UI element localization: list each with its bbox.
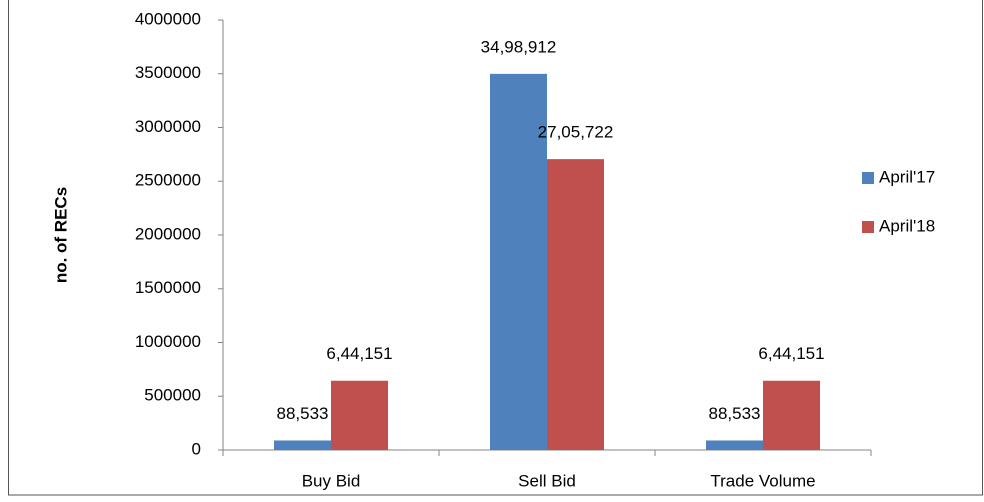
- value-label: 27,05,722: [538, 123, 614, 142]
- legend-swatch: [862, 221, 874, 233]
- bar: [331, 380, 388, 450]
- value-label: 34,98,912: [481, 37, 557, 56]
- legend-label: April'18: [879, 216, 935, 235]
- bar: [763, 380, 820, 450]
- legend-swatch: [862, 172, 874, 184]
- x-tick-label: Sell Bid: [518, 471, 576, 490]
- y-tick-label: 1000000: [135, 332, 201, 351]
- y-tick-label: 1500000: [135, 278, 201, 297]
- bar: [274, 440, 331, 450]
- y-tick-label: 3000000: [135, 117, 201, 136]
- value-label: 88,533: [277, 404, 329, 423]
- value-label: 88,533: [709, 404, 761, 423]
- bar: [547, 159, 604, 450]
- bar: [706, 440, 763, 450]
- bar: [490, 73, 547, 451]
- x-tick-label: Buy Bid: [302, 471, 361, 490]
- y-tick-label: 2500000: [135, 171, 201, 190]
- x-tick-label: Trade Volume: [710, 471, 815, 490]
- value-label: 6,44,151: [326, 344, 392, 363]
- y-tick-label: 2000000: [135, 224, 201, 243]
- y-tick-label: 0: [192, 439, 201, 458]
- y-tick-label: 500000: [144, 386, 201, 405]
- y-tick-label: 4000000: [135, 9, 201, 28]
- y-tick-label: 3500000: [135, 63, 201, 82]
- y-axis-label: no. of RECs: [51, 187, 70, 283]
- value-label: 6,44,151: [758, 344, 824, 363]
- legend-label: April'17: [879, 167, 935, 186]
- frame: [8, 0, 983, 496]
